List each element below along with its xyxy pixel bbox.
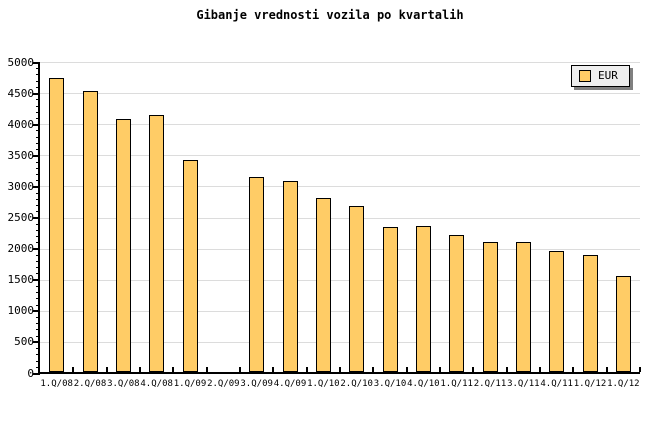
gridline <box>40 155 640 157</box>
x-tick <box>539 367 541 372</box>
gridline <box>40 341 640 343</box>
y-tick-label: 500 <box>14 335 34 349</box>
y-major-tick <box>33 372 40 375</box>
x-tick <box>339 367 341 372</box>
bar-2.Q/11 <box>482 242 498 372</box>
y-major-tick <box>33 341 40 344</box>
x-tick-label: 1.Q/10 <box>307 378 340 389</box>
gridline <box>40 93 640 95</box>
bar-4.Q/08 <box>149 115 165 372</box>
y-tick-label: 3500 <box>7 148 35 162</box>
bar-3.Q/11 <box>515 241 531 372</box>
x-tick <box>205 367 208 372</box>
bar-1.Q/08 <box>49 78 65 372</box>
x-tick-label: 1.Q/12 <box>573 378 607 389</box>
bar-3.Q/08 <box>115 119 131 372</box>
y-tick-label: 4500 <box>7 86 35 100</box>
gridline <box>40 248 640 250</box>
y-major-tick <box>33 61 40 64</box>
x-tick-label: 3.Q/10 <box>373 378 407 389</box>
gridline <box>40 217 640 219</box>
x-tick <box>72 367 75 372</box>
y-tick-label: 1500 <box>7 273 35 287</box>
x-tick-label: 4.Q/08 <box>140 378 173 389</box>
bar-2.Q/10 <box>349 206 365 372</box>
y-major-tick <box>33 123 40 126</box>
bar-2.Q/08 <box>82 91 98 372</box>
x-tick-label: 1.Q/12 <box>607 378 640 389</box>
y-major-tick <box>33 185 40 188</box>
x-tick <box>272 367 275 372</box>
bar-1.Q/12 <box>615 276 631 372</box>
gridline <box>40 124 640 126</box>
x-tick-label: 1.Q/08 <box>40 378 73 389</box>
y-major-tick <box>33 248 40 251</box>
x-tick-label: 2.Q/08 <box>73 378 107 389</box>
x-tick <box>505 367 508 372</box>
bar-3.Q/10 <box>382 226 398 372</box>
x-tick <box>105 367 108 372</box>
x-tick <box>572 367 575 372</box>
gridline <box>40 279 640 281</box>
bar-1.Q/09 <box>182 160 198 372</box>
x-tick-label: 3.Q/08 <box>107 378 140 389</box>
bar-4.Q/10 <box>415 226 431 372</box>
bar-3.Q/09 <box>249 176 265 372</box>
gridline <box>40 310 640 312</box>
bar-4.Q/11 <box>549 250 565 372</box>
x-tick <box>372 367 375 372</box>
y-tick-label: 4000 <box>7 117 35 131</box>
x-tick-label: 3.Q/11 <box>507 378 540 389</box>
x-tick <box>172 367 175 372</box>
legend: EUR <box>571 65 630 87</box>
y-tick-label: 2000 <box>7 242 35 256</box>
x-tick <box>472 367 475 372</box>
x-tick <box>305 367 308 372</box>
x-tick-label: 3.Q/09 <box>240 378 273 389</box>
x-tick-label: 4.Q/11 <box>540 378 573 389</box>
bar-1.Q/11 <box>449 234 465 372</box>
y-major-tick <box>33 310 40 313</box>
bar-1.Q/10 <box>315 198 331 372</box>
x-tick <box>439 367 441 372</box>
y-major-tick <box>33 154 40 157</box>
y-axis-line <box>38 62 40 374</box>
x-tick-label: 2.Q/09 <box>207 378 240 389</box>
y-tick-label: 1000 <box>7 304 35 318</box>
y-major-tick <box>33 92 40 95</box>
bar-4.Q/09 <box>282 180 298 372</box>
y-major-tick <box>33 279 40 282</box>
x-tick-label: 4.Q/09 <box>273 378 307 389</box>
y-tick-label: 5000 <box>7 55 35 69</box>
x-tick-label: 1.Q/09 <box>173 378 207 389</box>
x-tick-label: 4.Q/10 <box>407 378 440 389</box>
y-tick-label: 2500 <box>7 211 35 224</box>
x-tick <box>605 367 608 372</box>
y-tick-label: 3000 <box>7 179 35 193</box>
x-tick-label: 2.Q/10 <box>340 378 373 389</box>
y-major-tick <box>33 217 40 219</box>
x-tick <box>639 367 641 372</box>
gridline <box>40 62 640 63</box>
bar-1.Q/12 <box>582 255 598 372</box>
x-tick-label: 1.Q/11 <box>440 378 473 389</box>
x-tick-label: 2.Q/11 <box>473 378 507 389</box>
legend-swatch-icon <box>579 70 591 82</box>
x-axis-line <box>38 372 640 374</box>
x-tick <box>405 367 408 372</box>
legend-label: EUR <box>598 69 618 82</box>
x-tick <box>239 367 241 372</box>
gridline <box>40 186 640 188</box>
chart-title: Gibanje vrednosti vozila po kvartalih <box>196 8 464 22</box>
y-tick-label: 0 <box>27 366 34 380</box>
x-tick <box>139 367 141 372</box>
